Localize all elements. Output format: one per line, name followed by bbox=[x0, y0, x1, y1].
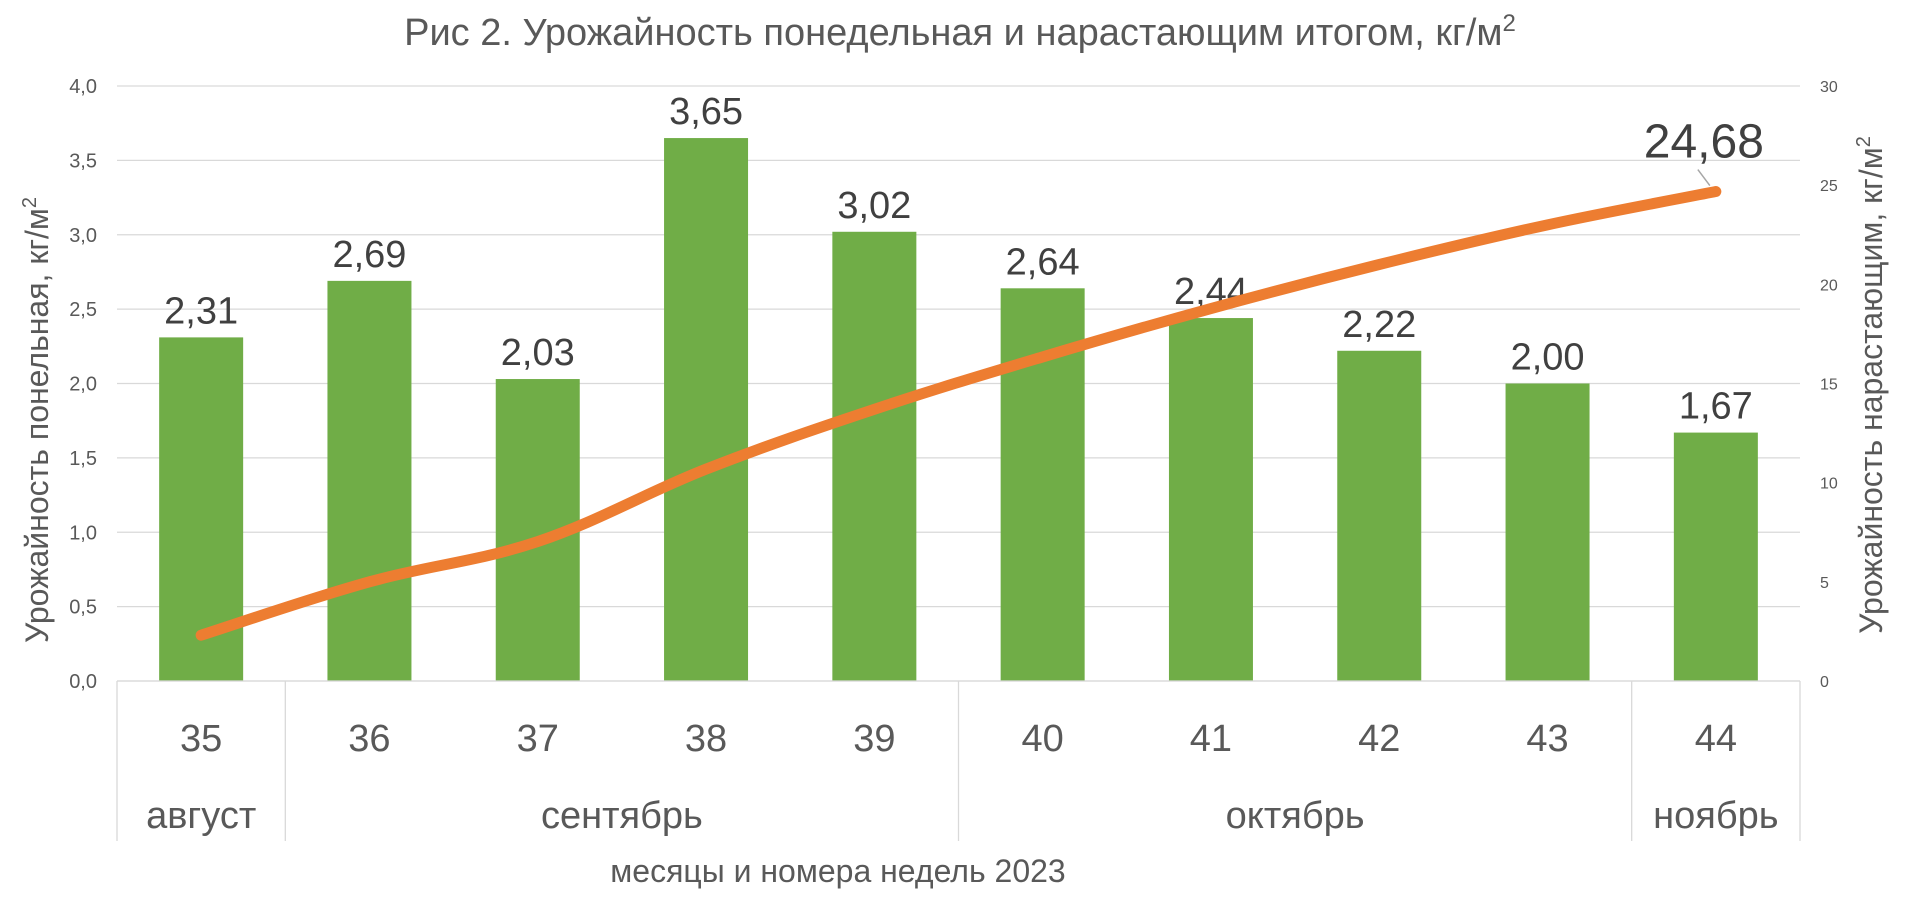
bar bbox=[1673, 432, 1758, 681]
line-series: 24,68 bbox=[195, 116, 1764, 641]
cumulative-line bbox=[195, 186, 1722, 641]
y-left-tick-label: 3,0 bbox=[69, 225, 97, 247]
bar-series bbox=[159, 138, 1758, 681]
bar-data-label: 2,31 bbox=[164, 290, 238, 332]
week-tick-label: 40 bbox=[1022, 718, 1064, 760]
bar-data-label: 1,67 bbox=[1679, 386, 1753, 428]
month-label: ноябрь bbox=[1653, 795, 1778, 837]
line-end-label: 24,68 bbox=[1644, 116, 1764, 169]
y-right-tick-label: 30 bbox=[1820, 79, 1838, 96]
week-tick-label: 35 bbox=[180, 718, 222, 760]
chart-title-sup: 2 bbox=[1503, 10, 1516, 37]
bar bbox=[327, 280, 412, 681]
week-tick-label: 41 bbox=[1190, 718, 1232, 760]
right-axis-ticks: 0 5 10 15 20 25 30 bbox=[1820, 79, 1838, 691]
bar-data-label: 2,22 bbox=[1342, 304, 1416, 346]
y-left-tick-label: 4,0 bbox=[69, 76, 97, 98]
week-tick-label: 43 bbox=[1526, 718, 1568, 760]
y-left-tick-label: 2,5 bbox=[69, 299, 97, 321]
y-axis-right-title: Урожайность нарастающим, кг/м2 bbox=[1853, 136, 1889, 634]
y-right-tick-label: 10 bbox=[1820, 476, 1838, 493]
bar bbox=[1337, 350, 1422, 681]
bar bbox=[832, 231, 917, 681]
month-label: октябрь bbox=[1226, 795, 1365, 837]
y-right-tick-label: 20 bbox=[1820, 277, 1838, 294]
y-axis-left-title: Урожайность понельная, кг/м2 bbox=[19, 197, 55, 643]
bar bbox=[1168, 318, 1253, 681]
bar-data-label: 2,64 bbox=[1006, 241, 1080, 283]
chart-title: Рис 2. Урожайность понедельная и нараста… bbox=[404, 10, 1516, 54]
y-left-tick-label: 3,5 bbox=[69, 150, 97, 172]
end-label-leader bbox=[1697, 169, 1711, 186]
y-left-tick-label: 1,5 bbox=[69, 448, 97, 470]
bar bbox=[664, 138, 749, 681]
week-tick-label: 38 bbox=[685, 718, 727, 760]
bar-data-label: 2,69 bbox=[332, 234, 406, 276]
y-axis-left-title-text: Урожайность понельная, кг/м bbox=[19, 208, 55, 643]
bar-data-label: 2,00 bbox=[1511, 337, 1585, 379]
y-left-tick-label: 2,0 bbox=[69, 374, 97, 396]
week-tick-label: 39 bbox=[853, 718, 895, 760]
x-axis-title: месяцы и номера недель 2023 bbox=[610, 853, 1065, 889]
y-right-tick-label: 15 bbox=[1820, 377, 1838, 394]
bar-data-label: 3,02 bbox=[837, 185, 911, 227]
month-label: август bbox=[146, 795, 256, 837]
week-tick-label: 36 bbox=[348, 718, 390, 760]
chart-title-text: Рис 2. Урожайность понедельная и нараста… bbox=[404, 12, 1502, 54]
category-axis: 35 36 37 38 39 40 41 42 43 44 август сентябрь октябр… bbox=[116, 680, 1801, 841]
bar-data-label: 3,65 bbox=[669, 91, 743, 133]
bar-data-label: 2,03 bbox=[501, 332, 575, 374]
y-axis-left-title-sup: 2 bbox=[19, 197, 41, 208]
y-axis-right-title-text: Урожайность нарастающим, кг/м bbox=[1853, 147, 1889, 634]
y-right-tick-label: 25 bbox=[1820, 178, 1838, 195]
month-label: сентябрь bbox=[541, 795, 703, 837]
week-tick-label: 42 bbox=[1358, 718, 1400, 760]
bar bbox=[1505, 383, 1590, 681]
week-tick-label: 37 bbox=[517, 718, 559, 760]
y-right-tick-label: 0 bbox=[1820, 674, 1829, 691]
week-tick-label: 44 bbox=[1695, 718, 1737, 760]
y-right-tick-label: 5 bbox=[1820, 575, 1829, 592]
y-left-tick-label: 0,0 bbox=[69, 671, 97, 693]
y-axis-right-title-sup: 2 bbox=[1853, 136, 1875, 147]
y-left-tick-label: 1,0 bbox=[69, 522, 97, 544]
left-axis-ticks: 0,0 0,5 1,0 1,5 2,0 2,5 3,0 3,5 4,0 bbox=[69, 76, 97, 693]
y-left-tick-label: 0,5 bbox=[69, 597, 97, 619]
